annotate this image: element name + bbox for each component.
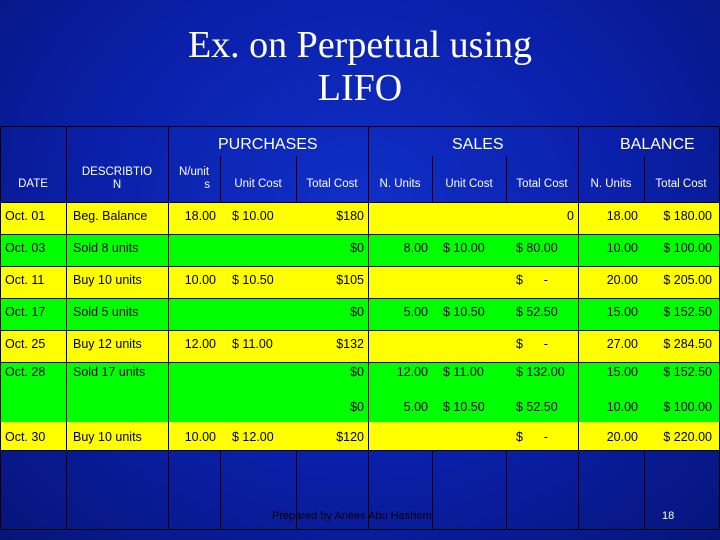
table-cell-purchase-total: $132 (336, 337, 364, 351)
table-cell-description: Buy 12 units (73, 337, 142, 351)
balance-header: BALANCE (620, 136, 695, 153)
table-cell-purchase-unit-cost: $ 11.00 (232, 337, 273, 351)
col-purchase-unit-cost: Unit Cost (234, 178, 282, 190)
row-band-7 (0, 402, 720, 422)
table-cell-date: Oct. 03 (5, 241, 46, 255)
col-description: DESCRIBTIO N (81, 166, 153, 191)
table-cell-sales-total: $ 132.00 (516, 365, 565, 379)
row-band-8 (0, 422, 720, 450)
slide-title-line-1: Ex. on Perpetual using (187, 24, 533, 66)
table-cell-balance-units: 27.00 (606, 337, 638, 351)
table-cell-sales-unit-cost: $ 10.50 (443, 400, 485, 414)
table-cell-sales-total: $ - (516, 337, 548, 351)
slide-title: Ex. on Perpetual using LIFO (0, 24, 720, 110)
table-cell-sales-units: 5.00 (403, 305, 428, 319)
footer-credit: Prepared by Anees Abu Hashem (272, 510, 432, 522)
table-cell-balance-units: 10.00 (606, 400, 638, 414)
ledger-table: PURCHASES SALES BALANCE DATE DESCRIBTIO … (0, 126, 720, 530)
table-cell-sales-unit-cost: $ 10.50 (443, 305, 485, 319)
table-cell-balance-total: $ 100.00 (663, 241, 712, 255)
row-band-5 (0, 330, 720, 362)
table-cell-balance-total: $ 205.00 (663, 273, 712, 287)
col-purchase-total-cost: Total Cost (306, 178, 358, 190)
col-purchase-units: N/unit s (178, 166, 210, 191)
page-number: 18 (662, 510, 675, 522)
table-cell-purchase-total: $105 (336, 273, 364, 287)
table-cell-purchase-unit-cost: $ 10.00 (232, 209, 274, 223)
row-band-1 (0, 202, 720, 234)
table-cell-description: Beg. Balance (73, 209, 148, 223)
table-cell-description: Sold 17 units (73, 365, 146, 379)
col-date: DATE (18, 178, 48, 190)
table-cell-description: Buy 10 units (73, 430, 142, 444)
table-cell-date: Oct. 11 (5, 273, 45, 287)
table-cell-description: Sold 5 units (73, 305, 139, 319)
table-cell-sales-total: $ 80.00 (516, 241, 558, 255)
table-cell-description: Buy 10 units (73, 273, 142, 287)
col-sales-total-cost: Total Cost (516, 178, 568, 190)
table-cell-balance-units: 18.00 (606, 209, 638, 223)
table-cell-purchase-units: 10.00 (184, 430, 216, 444)
table-cell-purchase-total: $0 (350, 365, 364, 379)
purchases-header: PURCHASES (218, 136, 318, 153)
table-cell-date: Oct. 25 (5, 337, 46, 351)
table-cell-purchase-total: $0 (350, 305, 364, 319)
table-cell-purchase-units: 10.00 (184, 273, 216, 287)
table-cell-balance-total: $ 284.50 (663, 337, 712, 351)
table-cell-balance-total: $ 180.00 (663, 209, 712, 223)
table-cell-balance-units: 20.00 (606, 430, 638, 444)
table-cell-purchase-total: $120 (336, 430, 364, 444)
table-cell-purchase-total: $180 (336, 209, 364, 223)
table-cell-sales-total: $ 52.50 (516, 400, 558, 414)
table-cell-date: Oct. 28 (5, 365, 46, 379)
table-cell-balance-units: 15.00 (606, 305, 638, 319)
table-cell-date: Oct. 01 (5, 209, 46, 223)
table-cell-balance-units: 10.00 (606, 241, 638, 255)
table-cell-purchase-units: 12.00 (184, 337, 216, 351)
table-cell-description: Sold 8 units (73, 241, 139, 255)
table-cell-date: Oct. 17 (5, 305, 46, 319)
table-cell-date: Oct. 30 (5, 430, 46, 444)
col-sales-units: N. Units (379, 178, 421, 190)
row-band-2 (0, 234, 720, 266)
table-cell-balance-total: $ 152.50 (663, 365, 712, 379)
col-balance-units: N. Units (590, 178, 632, 190)
table-cell-balance-units: 20.00 (606, 273, 638, 287)
table-cell-sales-unit-cost: $ 11.00 (443, 365, 484, 379)
table-cell-balance-total: $ 220.00 (663, 430, 712, 444)
row-band-4 (0, 298, 720, 330)
table-cell-sales-total: 0 (567, 209, 574, 223)
table-cell-sales-units: 8.00 (403, 241, 428, 255)
table-cell-sales-total: $ 52.50 (516, 305, 558, 319)
table-cell-purchase-unit-cost: $ 10.50 (232, 273, 274, 287)
table-cell-sales-total: $ - (516, 430, 548, 444)
table-cell-sales-units: 5.00 (403, 400, 428, 414)
row-band-6 (0, 362, 720, 402)
table-cell-sales-unit-cost: $ 10.00 (443, 241, 485, 255)
col-sales-unit-cost: Unit Cost (445, 178, 493, 190)
table-cell-sales-units: 12.00 (396, 365, 428, 379)
table-cell-purchase-total: $0 (350, 241, 364, 255)
table-cell-purchase-unit-cost: $ 12.00 (232, 430, 274, 444)
sales-header: SALES (452, 136, 504, 153)
table-cell-balance-units: 15.00 (606, 365, 638, 379)
table-cell-balance-total: $ 100.00 (663, 400, 712, 414)
slide-title-line-2: LIFO (317, 67, 403, 109)
table-cell-purchase-total: $0 (350, 400, 364, 414)
table-cell-balance-total: $ 152.50 (663, 305, 712, 319)
row-band-3 (0, 266, 720, 298)
table-cell-sales-total: $ - (516, 273, 548, 287)
table-cell-purchase-units: 18.00 (184, 209, 216, 223)
col-balance-total-cost: Total Cost (655, 178, 707, 190)
